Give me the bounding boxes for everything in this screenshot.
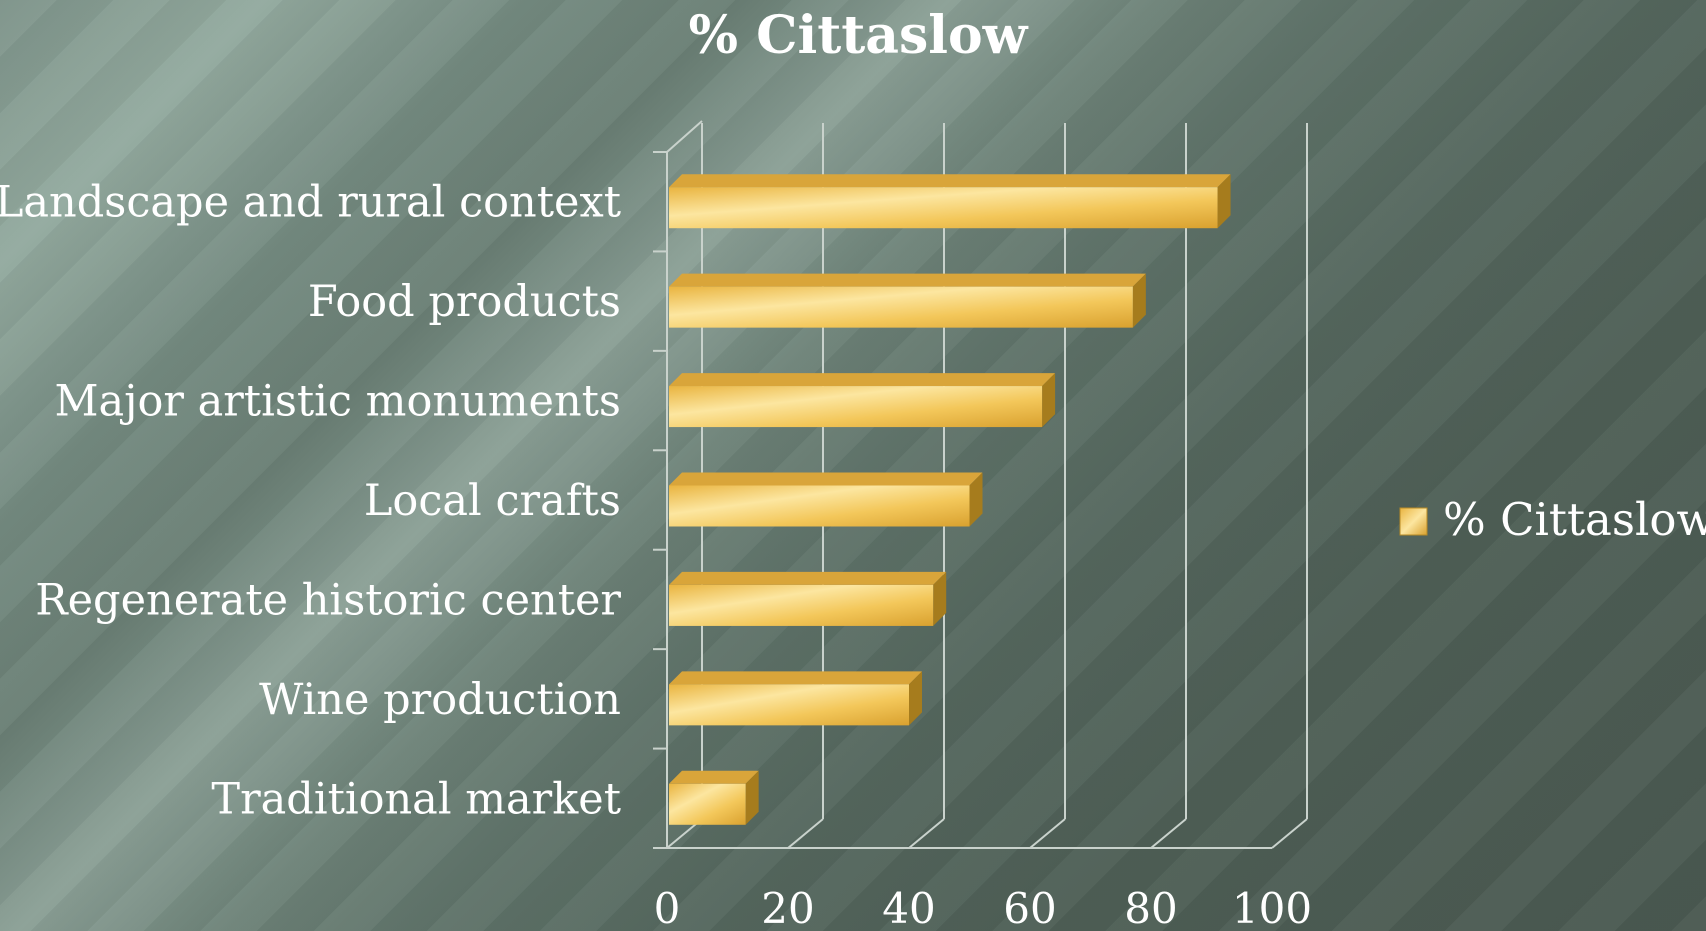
bar-top-face (669, 671, 922, 685)
bar-side-face (1042, 373, 1056, 428)
bar-side-face (933, 571, 947, 626)
bar-front-face (669, 286, 1133, 328)
bar-top-face (669, 174, 1231, 188)
x-tick-label: 60 (1003, 884, 1056, 931)
wall-top-edge (666, 120, 703, 153)
category-label: Landscape and rural context (0, 178, 621, 228)
legend-swatch (1399, 507, 1428, 536)
bar-side-face (969, 472, 983, 527)
category-label: Local crafts (364, 476, 621, 526)
bar-top-face (669, 273, 1146, 287)
bar-front-face (669, 187, 1218, 229)
bar-series (669, 174, 1231, 825)
bar-2 (669, 273, 1146, 328)
bar-5 (669, 571, 947, 626)
category-axis: Landscape and rural context Food products… (0, 178, 621, 825)
bar-1 (669, 174, 1231, 229)
category-label: Major artistic monuments (55, 377, 622, 427)
floor-line-100 (1271, 818, 1308, 849)
floor-line-40 (908, 818, 945, 849)
bar-side-face (1132, 273, 1146, 328)
bar-side-face (909, 671, 922, 726)
bar-6 (669, 671, 922, 726)
legend-label: % Cittaslow (1443, 493, 1706, 546)
category-label: Traditional market (211, 774, 621, 824)
x-tick-label: 40 (882, 884, 935, 931)
bar-top-face (669, 770, 759, 784)
chart-title: % Cittaslow (689, 5, 1029, 66)
bar-front-face (669, 584, 934, 626)
bar-front-face (669, 783, 746, 825)
bar-side-face (1217, 174, 1231, 229)
bar-3 (669, 373, 1056, 428)
category-label: Wine production (259, 675, 621, 725)
plot-grid (653, 120, 1308, 849)
x-tick-label: 20 (761, 884, 814, 931)
bar-top-face (669, 571, 947, 585)
bar-front-face (669, 485, 970, 527)
category-label: Food products (308, 277, 621, 327)
x-tick-label: 100 (1232, 884, 1312, 931)
legend: % Cittaslow (1399, 493, 1706, 546)
bar-4 (669, 472, 983, 527)
bar-7 (669, 770, 759, 825)
bar-side-face (745, 770, 759, 825)
floor-line-20 (787, 818, 824, 849)
bar-front-face (669, 386, 1043, 428)
value-axis: 0 20 40 60 80 100 (654, 884, 1312, 931)
x-tick-label: 80 (1124, 884, 1177, 931)
bar-top-face (669, 472, 983, 486)
floor-line-60 (1029, 818, 1066, 849)
x-tick-label: 0 (654, 884, 681, 931)
floor-line-80 (1150, 818, 1187, 849)
bar-top-face (669, 373, 1056, 387)
bar-front-face (669, 684, 909, 726)
category-label: Regenerate historic center (35, 575, 621, 625)
